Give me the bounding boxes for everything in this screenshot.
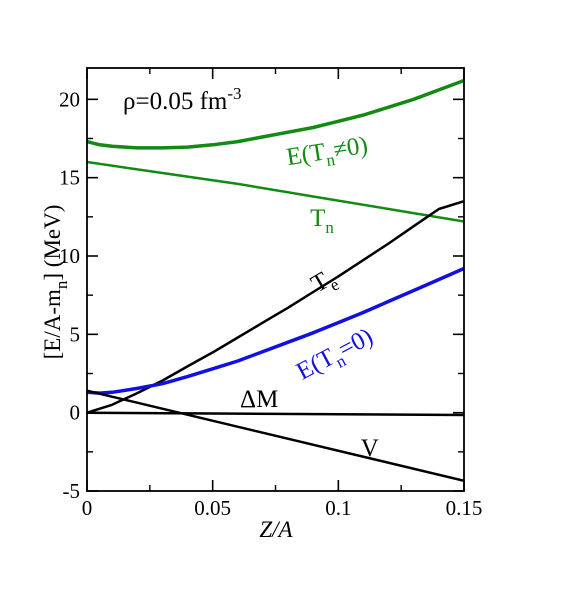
- y-axis-label-tail: ] (MeV): [40, 205, 65, 281]
- series-line-t_e: [87, 199, 464, 414]
- plot-frame: [86, 67, 465, 492]
- series-line-t_n: [87, 160, 464, 223]
- series-label-tail: ≠0): [331, 132, 369, 164]
- y-tick-label: -5: [63, 479, 81, 503]
- x-tick-label: 0.15: [446, 496, 483, 520]
- series-label-main: E(T: [285, 138, 328, 171]
- series-label-e_tn_nonzero: E(Tn≠0): [285, 132, 371, 176]
- series-label-main: V: [361, 435, 379, 462]
- x-tick-label: 0.1: [325, 496, 351, 520]
- y-tick-label: 0: [70, 401, 81, 425]
- series-label-sub: n: [325, 218, 334, 237]
- series-label-t_e: Te: [307, 263, 343, 302]
- series-label-sub: n: [325, 150, 337, 170]
- series-line-delta_m: [87, 411, 464, 417]
- x-tick-label: 0: [82, 496, 93, 520]
- series-line-e_tn_nonzero: [87, 78, 464, 150]
- series-line-v: [87, 389, 464, 483]
- y-tick-label: 5: [70, 322, 81, 346]
- x-tick-label: 0.05: [194, 496, 231, 520]
- series-line-e_tn_zero: [87, 266, 464, 395]
- series-label-main: E(T: [292, 343, 339, 385]
- x-axis-label: Z/A: [259, 517, 293, 542]
- density-annotation-main: ρ=0.05 fm: [123, 88, 228, 115]
- density-annotation: ρ=0.05 fm-3: [123, 84, 242, 115]
- series-label-v: V: [361, 435, 379, 462]
- density-annotation-sup: -3: [227, 84, 241, 103]
- y-axis-label-main: [E/A-m: [40, 289, 65, 359]
- y-tick-label: 15: [59, 166, 80, 190]
- series-label-e_tn_zero: E(Tn=0): [292, 323, 380, 390]
- y-tick-label: 20: [59, 87, 80, 111]
- series-layer: [87, 78, 464, 483]
- series-label-t_n: Tn: [310, 205, 334, 237]
- series-label-main: ΔM: [240, 386, 278, 413]
- y-axis-label: [E/A-mn] (MeV): [40, 205, 71, 360]
- series-label-delta_m: ΔM: [240, 386, 278, 413]
- y-tick-label: 10: [59, 244, 80, 268]
- series-label-main: T: [310, 205, 325, 232]
- y-axis-label-sub: n: [52, 280, 71, 289]
